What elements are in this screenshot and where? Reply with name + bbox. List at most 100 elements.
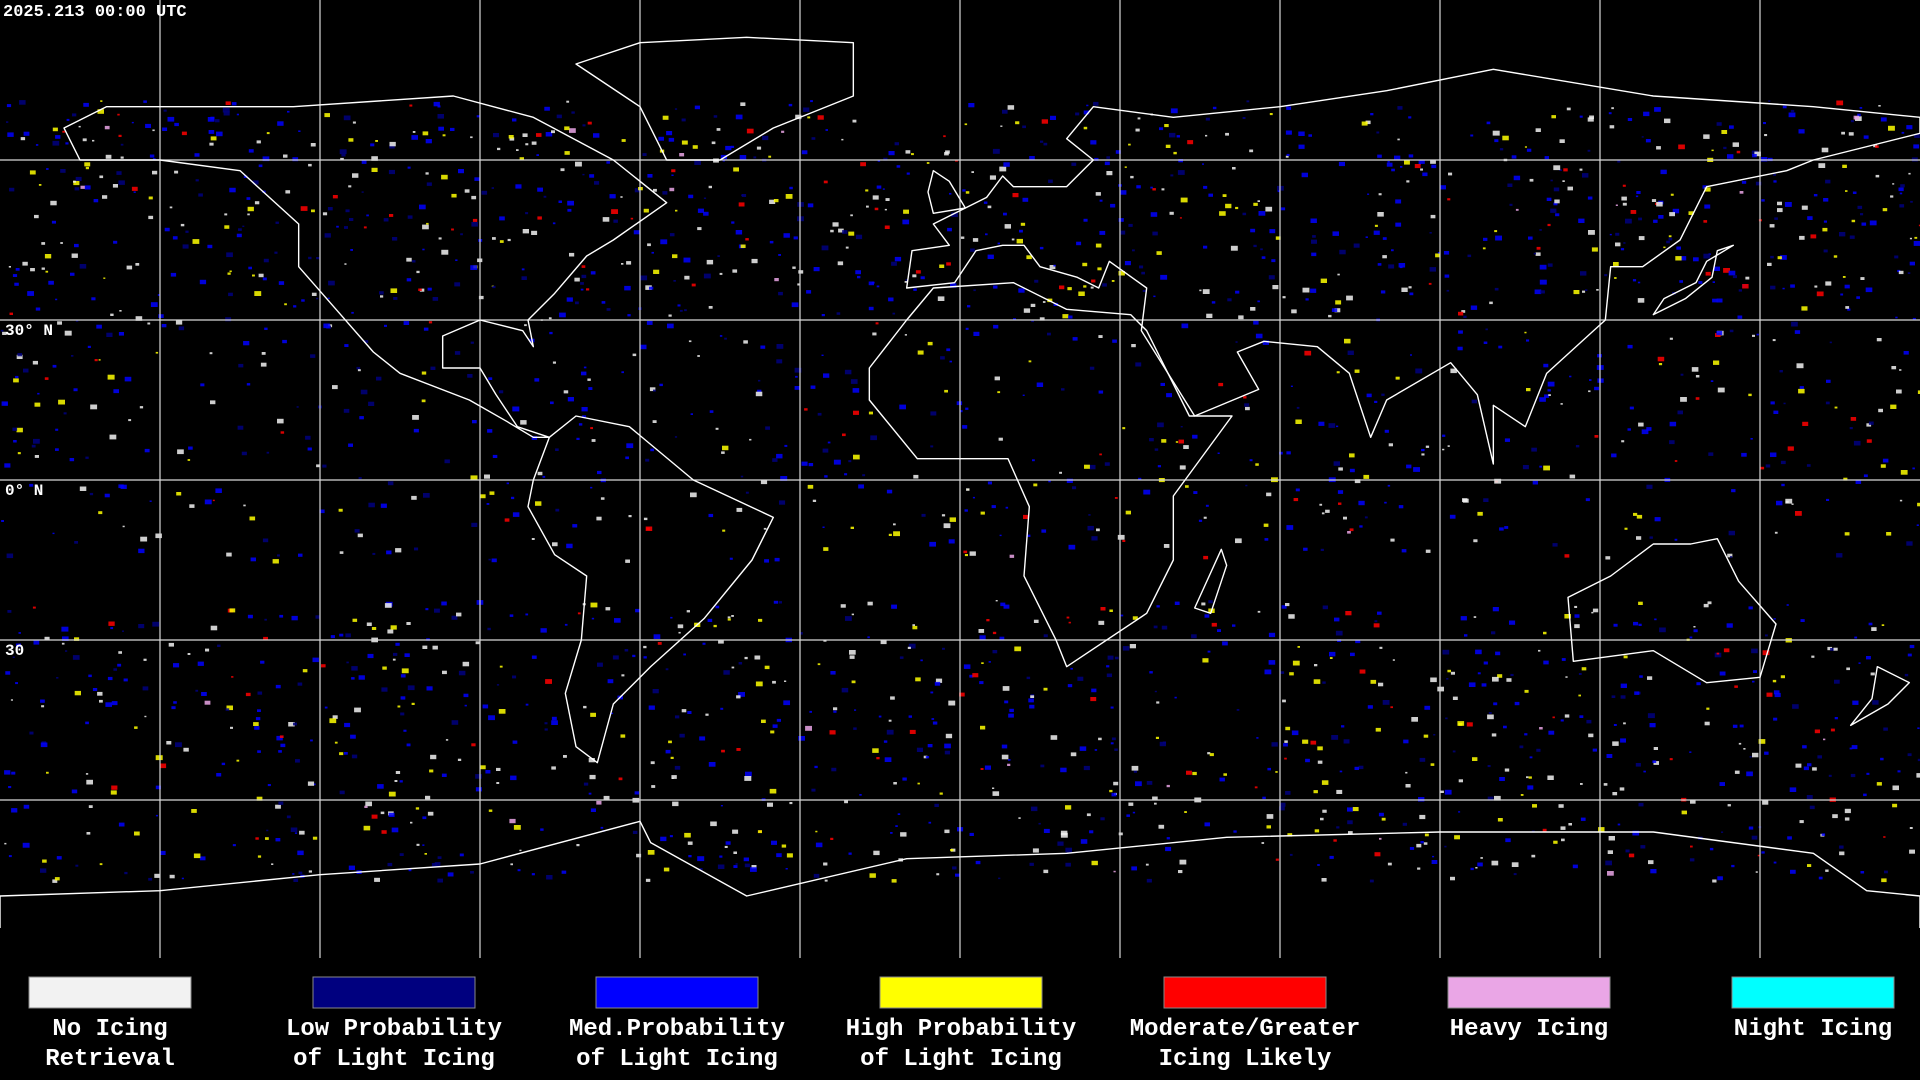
icing-pixel (989, 175, 996, 180)
icing-pixel (1513, 175, 1521, 181)
icing-pixel (1812, 767, 1817, 771)
icing-pixel (853, 454, 860, 460)
icing-pixel (475, 641, 480, 645)
icing-pixel (1822, 227, 1828, 232)
icing-pixel (1906, 541, 1913, 546)
icing-pixel (651, 251, 654, 254)
icing-pixel (344, 226, 348, 229)
icing-pixel (600, 826, 604, 829)
icing-pixel (97, 109, 104, 114)
icing-pixel (422, 248, 425, 251)
icing-pixel (652, 420, 657, 423)
icing-pixel (1008, 713, 1014, 718)
icing-pixel (1748, 393, 1752, 397)
icing-pixel (1586, 719, 1592, 724)
icing-pixel (1639, 675, 1643, 678)
icing-pixel (1627, 344, 1633, 349)
icing-pixel (1543, 363, 1549, 368)
icing-pixel (1852, 191, 1857, 194)
icing-pixel (223, 111, 230, 116)
icing-pixel (217, 644, 221, 647)
icing-pixel (110, 313, 114, 316)
icing-pixel (552, 222, 556, 225)
icing-pixel (155, 755, 163, 761)
icing-pixel (224, 213, 228, 216)
icing-pixel (226, 705, 233, 711)
icing-pixel (1133, 770, 1137, 773)
icing-pixel (1791, 503, 1794, 505)
icing-pixel (823, 180, 828, 184)
icing-pixel (1219, 777, 1225, 782)
icing-pixel (388, 812, 395, 817)
icing-pixel (1175, 441, 1179, 443)
icing-pixel (1774, 217, 1778, 220)
icing-pixel (1232, 624, 1236, 627)
icing-pixel (1752, 752, 1759, 758)
icing-pixel (1016, 238, 1023, 244)
icing-pixel (772, 680, 776, 684)
icing-pixel (736, 748, 741, 751)
icing-pixel (344, 263, 347, 265)
icing-pixel (1464, 634, 1468, 637)
icing-pixel (1313, 790, 1318, 794)
icing-pixel (886, 489, 893, 494)
icing-pixel (404, 653, 410, 657)
icing-pixel (1646, 484, 1653, 489)
icing-pixel (1457, 721, 1465, 726)
icing-pixel (1849, 427, 1853, 430)
icing-pixel (948, 700, 956, 706)
icing-pixel (511, 496, 515, 500)
icing-pixel (194, 153, 200, 157)
icing-pixel (232, 844, 236, 847)
icing-pixel (1564, 554, 1570, 558)
icing-pixel (367, 653, 374, 659)
icing-pixel (973, 331, 980, 336)
icing-pixel (1352, 807, 1359, 812)
icing-pixel (1913, 241, 1920, 246)
icing-pixel (1149, 438, 1154, 442)
icing-pixel (1487, 796, 1494, 801)
icing-pixel (1408, 154, 1414, 158)
icing-pixel (512, 118, 517, 122)
icing-pixel (231, 102, 237, 106)
icing-pixel (1892, 803, 1898, 808)
icing-pixel (1909, 827, 1913, 829)
icing-pixel (894, 142, 899, 146)
icing-pixel (1909, 849, 1915, 854)
icing-pixel (1310, 740, 1317, 745)
icing-pixel (403, 321, 410, 325)
icing-pixel (1743, 748, 1746, 750)
icing-pixel (19, 100, 26, 105)
icing-pixel (1789, 787, 1797, 792)
icing-pixel (1282, 699, 1286, 703)
icing-pixel (665, 668, 669, 671)
icing-pixel (708, 513, 714, 518)
icing-pixel (551, 716, 557, 721)
icing-pixel (1495, 651, 1501, 656)
icing-pixel (1029, 156, 1035, 160)
icing-pixel (674, 765, 681, 770)
icing-pixel (1096, 528, 1100, 532)
icing-pixel (1007, 763, 1011, 766)
icing-pixel (1020, 222, 1026, 226)
icing-pixel (148, 196, 153, 200)
icing-pixel (498, 709, 506, 714)
icing-pixel (1255, 333, 1263, 339)
icing-pixel (1633, 621, 1639, 626)
icing-pixel (1146, 781, 1153, 785)
icing-pixel (702, 642, 706, 645)
icing-pixel (1379, 837, 1382, 840)
icing-pixel (1212, 106, 1217, 110)
icing-pixel (1799, 820, 1804, 824)
icing-pixel (1506, 678, 1512, 682)
icing-pixel (899, 656, 904, 659)
icing-pixel (430, 754, 437, 760)
icing-pixel (451, 228, 454, 231)
icing-pixel (1079, 746, 1087, 751)
icing-pixel (620, 734, 626, 738)
icing-pixel (1779, 370, 1783, 373)
icing-pixel (1078, 291, 1085, 296)
icing-pixel (1450, 368, 1457, 374)
icing-pixel (1289, 672, 1294, 676)
icing-pixel (1258, 211, 1266, 216)
